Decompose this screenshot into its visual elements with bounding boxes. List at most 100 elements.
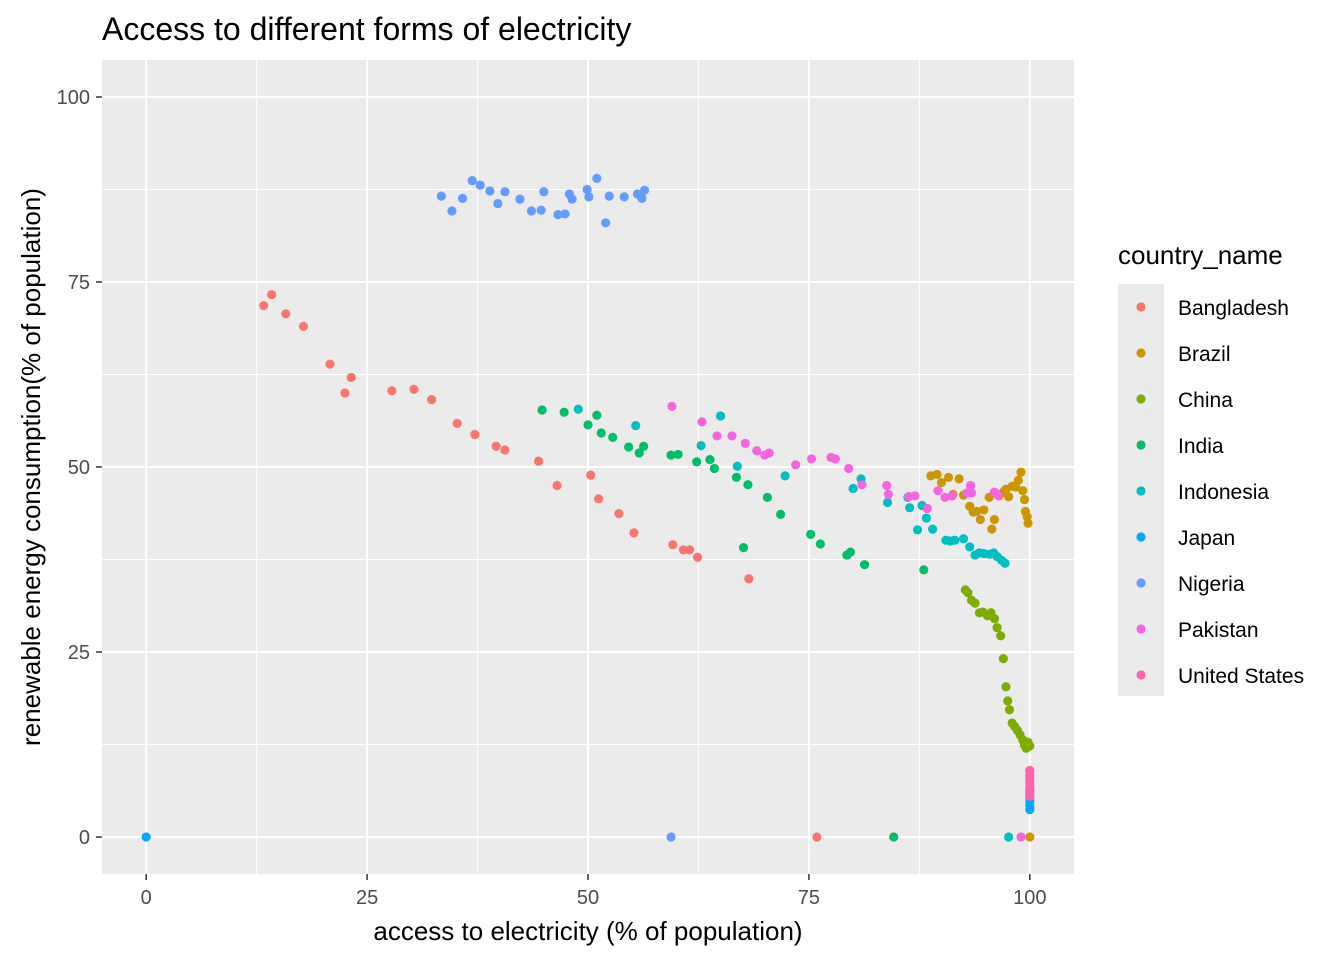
data-point (965, 542, 975, 552)
data-point (500, 187, 510, 197)
data-point (553, 210, 563, 220)
legend-label: United States (1178, 665, 1304, 688)
legend-label: Japan (1178, 527, 1235, 550)
data-point (539, 187, 549, 197)
data-point (791, 460, 801, 470)
data-point (141, 832, 151, 842)
data-point (500, 445, 510, 455)
data-point (457, 193, 468, 203)
data-point (340, 388, 350, 398)
data-point (592, 173, 602, 183)
data-point (806, 454, 817, 464)
data-point (845, 547, 856, 557)
data-point (731, 472, 742, 482)
data-point (470, 429, 480, 440)
data-point (705, 455, 715, 465)
data-point (426, 395, 437, 405)
y-axis-title: renewable energy consumption(% of popula… (16, 188, 46, 746)
data-point (526, 206, 537, 216)
data-point (940, 492, 950, 502)
x-tick-label: 100 (1013, 887, 1046, 909)
data-point (631, 420, 641, 431)
y-tick-label: 25 (68, 642, 90, 664)
data-point (954, 474, 964, 484)
data-point (409, 384, 419, 394)
data-point (1003, 696, 1013, 706)
data-point (859, 560, 870, 570)
data-point (1018, 486, 1028, 496)
data-point (922, 503, 932, 514)
legend-key (1136, 348, 1146, 358)
data-point (910, 491, 920, 501)
series-indonesia (573, 404, 1014, 842)
data-point (629, 528, 639, 538)
data-point (491, 441, 501, 451)
data-point (989, 614, 1000, 624)
data-point (1000, 558, 1010, 568)
data-point (715, 411, 726, 421)
data-point (584, 192, 594, 202)
legend-label: Indonesia (1178, 481, 1269, 504)
data-point (882, 497, 893, 508)
y-tick-label: 75 (68, 272, 90, 294)
data-point (560, 209, 570, 219)
legend-label: India (1178, 435, 1224, 458)
data-point (533, 456, 544, 466)
legend-key (1136, 302, 1146, 312)
data-point (738, 543, 749, 553)
data-point (1016, 832, 1026, 842)
data-point (912, 525, 923, 535)
legend-key (1136, 624, 1146, 634)
data-point (467, 176, 477, 186)
data-point (515, 194, 525, 204)
data-point (592, 410, 602, 420)
data-point (780, 471, 790, 481)
data-point (475, 180, 485, 190)
data-point (259, 301, 269, 311)
data-point (692, 457, 702, 467)
data-point (696, 440, 706, 451)
data-point (921, 513, 932, 523)
data-point (998, 654, 1008, 664)
data-point (975, 514, 985, 525)
data-point (740, 438, 750, 448)
data-point (298, 321, 309, 331)
data-point (776, 509, 786, 519)
data-point (685, 545, 695, 555)
data-point (639, 185, 650, 195)
data-point (346, 372, 356, 383)
series-pakistan (667, 401, 1026, 842)
data-point (732, 461, 742, 471)
data-point (932, 469, 942, 479)
legend-key (1136, 578, 1146, 588)
x-tick-label: 50 (577, 887, 599, 909)
data-point (958, 534, 969, 544)
data-point (993, 490, 1003, 500)
data-point (583, 420, 593, 430)
data-point (452, 418, 462, 428)
data-point (905, 503, 915, 513)
legend-label: Pakistan (1178, 619, 1259, 642)
data-point (485, 186, 495, 196)
x-tick-label: 75 (798, 887, 820, 909)
y-tick-label: 0 (79, 827, 90, 849)
data-point (673, 449, 683, 460)
data-point (970, 598, 980, 608)
data-point (493, 198, 503, 209)
data-point (666, 832, 676, 842)
data-point (582, 184, 592, 195)
legend-key (1136, 486, 1146, 496)
legend: country_name Bangladesh Brazil China India I… (1118, 240, 1304, 696)
data-point (762, 492, 772, 502)
data-point (987, 524, 997, 534)
data-point (387, 386, 397, 396)
data-point (619, 192, 629, 202)
data-point (1001, 682, 1011, 692)
data-point (634, 448, 644, 458)
data-point (537, 405, 547, 415)
data-point (950, 535, 960, 545)
series-china (960, 585, 1035, 753)
legend-key (1136, 670, 1146, 680)
data-point (692, 552, 703, 562)
